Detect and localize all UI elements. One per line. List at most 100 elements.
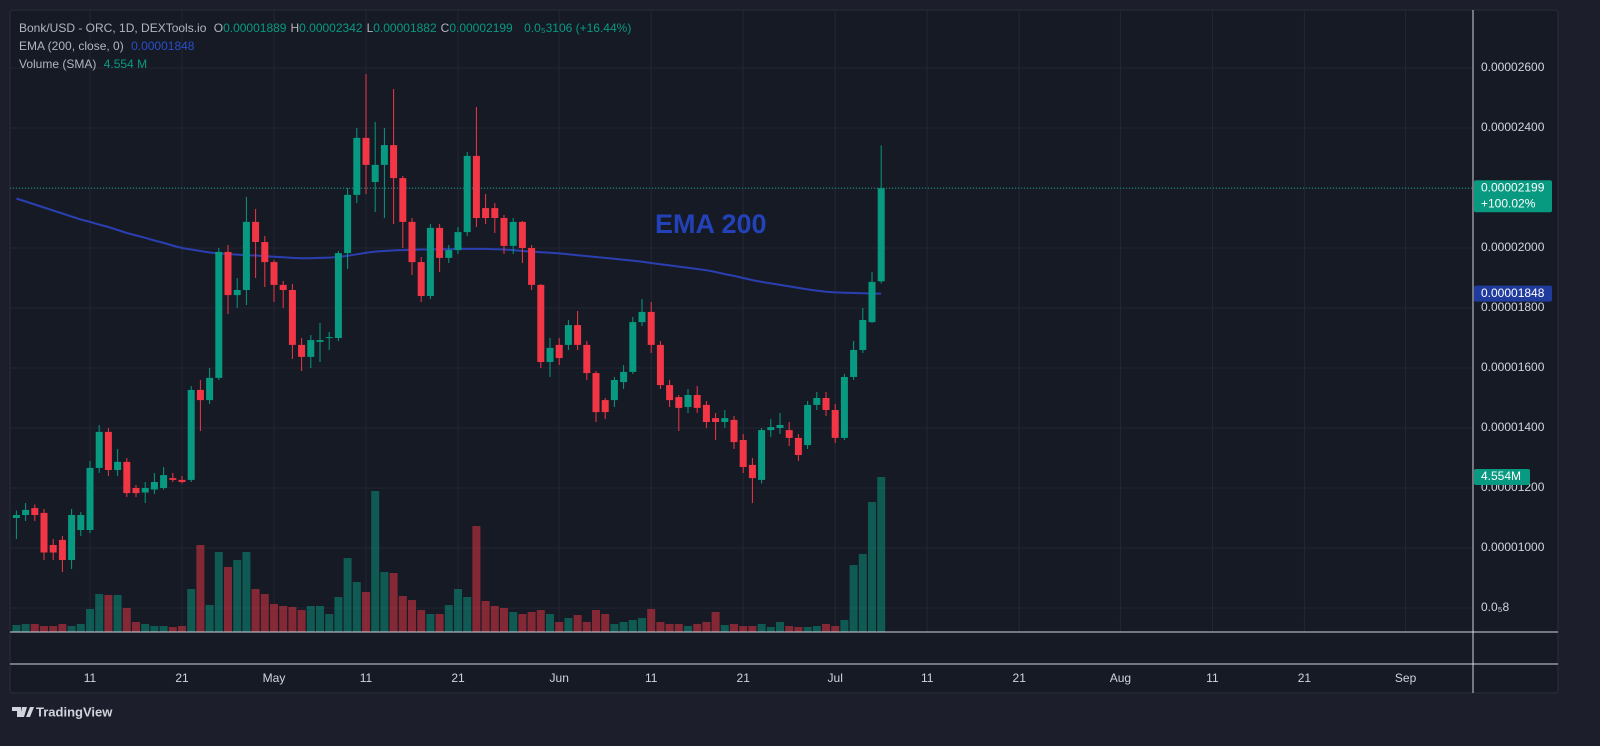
candle-body [22, 509, 30, 515]
change: 0.0₅3106 (+16.44%) [524, 21, 632, 35]
candle-body [712, 418, 720, 422]
volume-bar [408, 600, 416, 632]
volume-bar [417, 610, 426, 632]
volume-bar [196, 545, 205, 632]
brand: TradingView [36, 704, 113, 719]
candle-body [86, 467, 94, 530]
x-tick-label: 21 [175, 671, 189, 685]
volume-bar [150, 626, 159, 632]
volume-bar [306, 605, 315, 632]
chart-panel [9, 9, 1559, 694]
close-badge [1474, 180, 1552, 213]
candle-body [583, 344, 591, 374]
candle-body [196, 389, 204, 401]
legend: Bonk/USD - ORC, 1D, DEXTools.io O0.00001… [19, 19, 635, 73]
x-tick-label: 21 [451, 671, 465, 685]
legend-row: Bonk/USD - ORC, 1D, DEXTools.io O0.00001… [19, 19, 635, 37]
ohlc-value: 0.00001889 [223, 21, 287, 35]
candle-body [666, 385, 674, 401]
candle-body [270, 262, 278, 285]
volume-bar [536, 610, 545, 632]
candle-body [647, 311, 655, 345]
candle-body [77, 514, 85, 530]
volume-bar [730, 624, 738, 632]
ohlc: O0.00001889 H0.00002342 L0.00001882 C0.0000… [214, 21, 517, 35]
candle-body [261, 241, 269, 263]
volume-bar [794, 626, 803, 632]
volume-bar [656, 621, 665, 632]
candle-body [758, 430, 766, 480]
y-tick-label: 0.00001400 [1481, 420, 1545, 434]
candle-body [656, 344, 664, 386]
candle-body [776, 424, 784, 428]
close-badge-change: +100.02% [1481, 196, 1536, 210]
volume-bar [739, 626, 748, 632]
volume-bar [444, 605, 453, 632]
annotation: EMA 200 [655, 209, 767, 239]
volume-bar [113, 595, 122, 632]
candle-body [390, 145, 398, 179]
volume-bar [362, 592, 370, 632]
volume-bar [527, 611, 536, 632]
candle-body [417, 262, 425, 296]
candle-body [371, 164, 379, 182]
candle-body [675, 397, 683, 408]
candle-body [454, 232, 462, 251]
candle-body [785, 430, 793, 438]
candle-body [620, 371, 628, 383]
price-badges: 0.00002199 +100.02% 0.00001848 4.554M [1474, 180, 1552, 485]
ohlc-value: 0.00002342 [299, 21, 363, 35]
x-tick-label: Sep [1395, 671, 1417, 685]
volume-bar [30, 624, 39, 632]
ohlc-key: L [366, 21, 374, 35]
candle-body [500, 217, 508, 246]
volume-bar [426, 613, 435, 632]
volume-bar [12, 624, 21, 632]
volume-layer [12, 477, 886, 632]
volume-bar [463, 597, 472, 632]
volume-bar [104, 595, 113, 632]
volume-bar [766, 626, 775, 632]
x-tick-label: 11 [645, 671, 658, 685]
candle-body [325, 337, 333, 339]
candle-body [206, 377, 214, 401]
candle-body [804, 404, 812, 446]
candle-body [187, 389, 195, 480]
volume-bar [619, 621, 628, 632]
volume-bar [49, 626, 58, 632]
candle-body [160, 475, 168, 488]
candle-body [40, 512, 48, 553]
y-tick-label: 0.0₅8 [1481, 600, 1510, 614]
candle-body [141, 487, 149, 493]
x-tick-label: 21 [737, 671, 751, 685]
volume-bar [21, 624, 30, 632]
candle-body [509, 221, 517, 246]
candle-body [288, 289, 296, 345]
volume-bar [214, 552, 223, 632]
candle-body [739, 439, 747, 467]
candle-body [298, 344, 306, 357]
volume-bar [86, 608, 94, 632]
symbol: Bonk/USD - ORC, 1D, DEXTools.io [19, 21, 207, 35]
candle-body [693, 394, 701, 408]
volume-bar [868, 502, 876, 632]
volume-bar [325, 613, 334, 632]
volume-bar [812, 626, 821, 632]
volume-bar [159, 626, 168, 632]
candle-body [123, 461, 131, 494]
volume-bar [803, 626, 812, 632]
candle-body [638, 311, 646, 323]
y-tick-label: 0.00002400 [1481, 120, 1545, 134]
legend-row: Volume (SMA) 4.554 M [19, 55, 635, 73]
y-tick-label: 0.00001600 [1481, 360, 1545, 374]
candle-body [610, 379, 618, 401]
ohlc-value: 0.00002199 [449, 21, 513, 35]
x-tick-label: 11 [921, 671, 934, 685]
candle-body [748, 464, 756, 479]
volume-bar [205, 605, 214, 632]
volume-bar [601, 613, 610, 632]
candle-body [445, 250, 453, 258]
candle-body [537, 284, 545, 362]
logo-icon [12, 707, 34, 717]
